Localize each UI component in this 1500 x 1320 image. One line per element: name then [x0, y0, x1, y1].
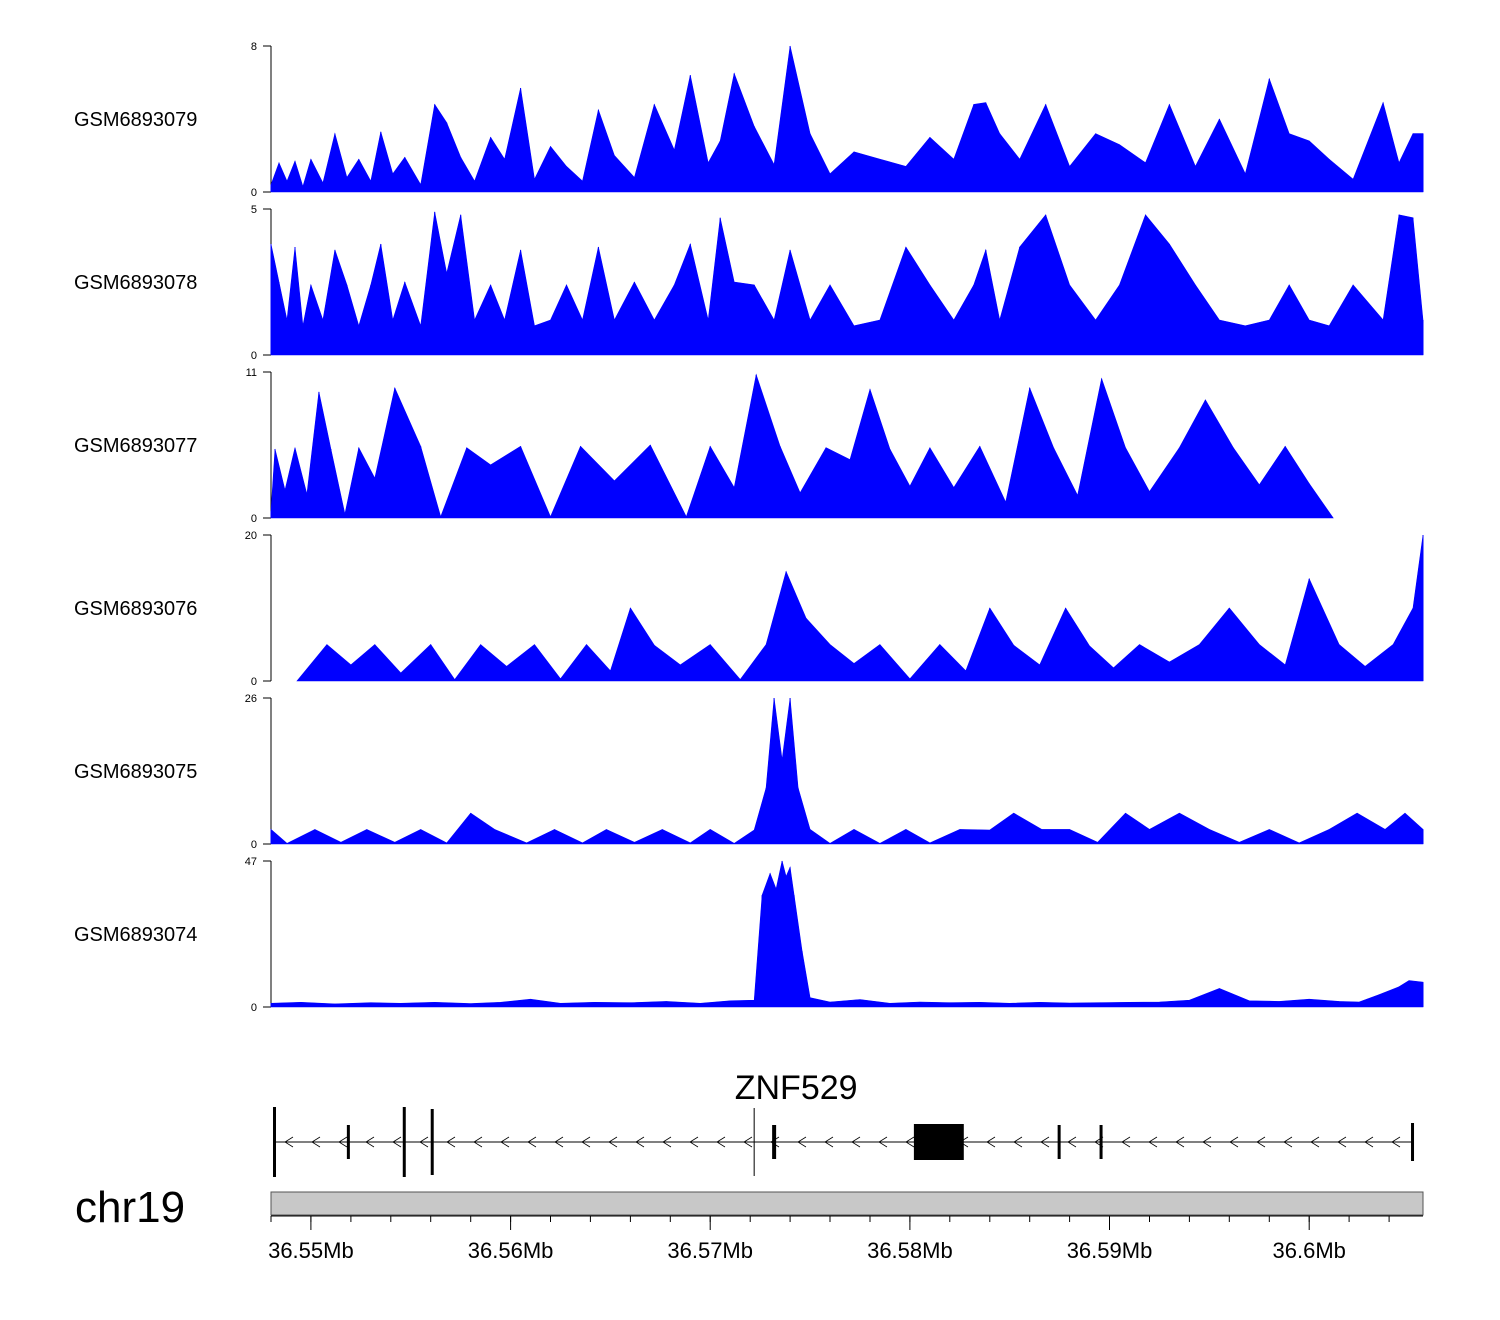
- strand-arrow: [338, 1136, 348, 1148]
- strand-arrow: [635, 1136, 645, 1148]
- gene-exon: [430, 1109, 434, 1175]
- signal-area: [270, 373, 1334, 519]
- strand-arrow: [446, 1136, 456, 1148]
- strand-arrow: [392, 1136, 402, 1148]
- gene-name-label: ZNF529: [735, 1069, 858, 1107]
- chromosome-ideogram: [270, 1191, 1424, 1216]
- strand-arrow: [311, 1136, 321, 1148]
- y-tick-label-max: 26: [245, 693, 257, 705]
- strand-arrow: [1229, 1136, 1239, 1148]
- track-GSM6893074: GSM6893074 47 0: [74, 856, 1424, 1014]
- signal-area: [296, 534, 1424, 682]
- y-tick-label-min: 0: [251, 1002, 257, 1014]
- track-GSM6893078: GSM6893078 5 0: [74, 204, 1424, 362]
- strand-arrow: [1148, 1136, 1158, 1148]
- track-label: GSM6893077: [74, 435, 197, 457]
- strand-arrow: [1040, 1136, 1050, 1148]
- strand-arrow: [1256, 1136, 1266, 1148]
- y-tick-label-min: 0: [251, 350, 257, 362]
- signal-area: [270, 697, 1424, 845]
- gene-exon: [1099, 1125, 1103, 1159]
- x-tick-label: 36.59Mb: [1067, 1238, 1153, 1263]
- strand-arrow: [419, 1136, 429, 1148]
- strand-arrow: [365, 1136, 375, 1148]
- strand-arrow: [689, 1136, 699, 1148]
- chromosome-label: chr19: [75, 1183, 185, 1232]
- y-tick-label-max: 5: [251, 204, 257, 216]
- strand-arrow: [1175, 1136, 1185, 1148]
- strand-arrow: [797, 1136, 807, 1148]
- strand-arrow: [473, 1136, 483, 1148]
- strand-arrow: [1067, 1136, 1077, 1148]
- strand-arrow: [851, 1136, 861, 1148]
- gene-exon: [772, 1125, 777, 1159]
- gene-exon: [402, 1107, 406, 1177]
- y-tick-label-max: 20: [245, 530, 257, 542]
- strand-arrow: [500, 1136, 510, 1148]
- strand-arrow: [1283, 1136, 1293, 1148]
- strand-arrow: [1121, 1136, 1131, 1148]
- strand-arrow: [770, 1136, 780, 1148]
- track-GSM6893075: GSM6893075 26 0: [74, 693, 1424, 851]
- x-tick-label: 36.55Mb: [268, 1238, 354, 1263]
- gene-track: ZNF529: [272, 1069, 1415, 1177]
- x-tick-label: 36.58Mb: [867, 1238, 953, 1263]
- strand-arrow: [824, 1136, 834, 1148]
- signal-tracks: GSM689307980GSM689307850GSM6893077110GSM…: [74, 41, 1424, 1014]
- strand-arrow: [743, 1136, 753, 1148]
- y-tick-label-min: 0: [251, 676, 257, 688]
- strand-arrow: [527, 1136, 537, 1148]
- track-label: GSM6893076: [74, 598, 197, 620]
- x-tick-label: 36.57Mb: [667, 1238, 753, 1263]
- strand-arrow: [608, 1136, 618, 1148]
- gene-exon: [1057, 1125, 1061, 1159]
- chromosome-axis-track: chr19 36.55Mb 36.56Mb 36.57Mb 36.58Mb 36.59M…: [75, 1183, 1424, 1263]
- track-label: GSM6893078: [74, 272, 197, 294]
- strand-arrow: [905, 1136, 915, 1148]
- y-tick-label-min: 0: [251, 839, 257, 851]
- track-GSM6893077: GSM6893077 11 0: [74, 367, 1334, 525]
- strand-arrow: [878, 1136, 888, 1148]
- y-tick-label-min: 0: [251, 187, 257, 199]
- x-tick-label: 36.56Mb: [468, 1238, 554, 1263]
- strand-arrow: [1391, 1136, 1401, 1148]
- track-GSM6893079: GSM6893079 8 0: [74, 41, 1424, 199]
- signal-area: [270, 211, 1424, 356]
- gene-exon: [346, 1125, 350, 1159]
- strand-arrow: [662, 1136, 672, 1148]
- track-label: GSM6893074: [74, 924, 197, 946]
- y-tick-label-max: 11: [246, 367, 257, 379]
- strand-arrow: [581, 1136, 591, 1148]
- gene-exon: [913, 1124, 964, 1160]
- y-tick-label-max: 8: [251, 41, 257, 53]
- strand-arrow: [1013, 1136, 1023, 1148]
- strand-arrow: [1337, 1136, 1347, 1148]
- track-GSM6893076: GSM6893076 20 0: [74, 530, 1424, 688]
- strand-arrow: [1202, 1136, 1212, 1148]
- signal-area: [270, 45, 1424, 193]
- y-tick-label-max: 47: [245, 856, 257, 868]
- strand-arrow: [284, 1136, 294, 1148]
- gene-exon: [272, 1107, 276, 1177]
- strand-arrow: [986, 1136, 996, 1148]
- y-tick-label-min: 0: [251, 513, 257, 525]
- track-label: GSM6893075: [74, 761, 197, 783]
- strand-arrow: [716, 1136, 726, 1148]
- strand-arrow: [1364, 1136, 1374, 1148]
- gene-exon: [1411, 1123, 1415, 1161]
- track-label: GSM6893079: [74, 109, 197, 131]
- strand-arrow: [1310, 1136, 1320, 1148]
- signal-area: [270, 860, 1424, 1008]
- strand-arrow: [554, 1136, 564, 1148]
- x-tick-label: 36.6Mb: [1273, 1238, 1346, 1263]
